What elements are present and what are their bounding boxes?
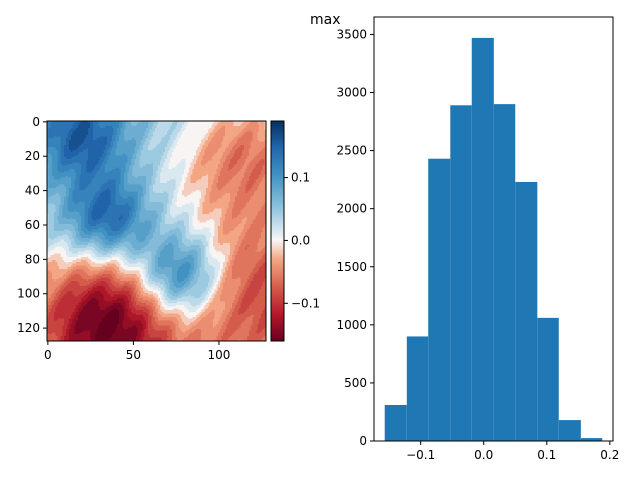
- histogram-y-tick-label: 500: [344, 376, 367, 390]
- histogram-bar: [515, 181, 538, 441]
- heatmap-x-tick-label: 50: [126, 348, 141, 362]
- histogram-frame: [373, 16, 614, 442]
- heatmap-x-tick-label: 100: [207, 348, 230, 362]
- heatmap-y-tick-label: 120: [17, 321, 40, 335]
- colorbar-tick-label: 0.1: [291, 171, 310, 185]
- heatmap-image: [47, 121, 266, 341]
- histogram-bars: [384, 37, 603, 442]
- heatmap-y-tick-label: 40: [25, 184, 40, 198]
- histogram-x-tick-label: −0.1: [406, 448, 435, 462]
- histogram-bar: [580, 438, 603, 441]
- histogram-y-tick-label: 2500: [336, 144, 367, 158]
- histogram-x-axis: −0.1 0.0 0.1 0.2: [406, 441, 619, 462]
- histogram-bar: [428, 158, 451, 441]
- heatmap-y-tick-label: 80: [25, 252, 40, 266]
- heatmap-image-holder: [47, 121, 266, 341]
- histogram-y-tick-label: 0: [359, 434, 367, 448]
- histogram-x-tick-label: 0.0: [474, 448, 493, 462]
- heatmap-x-axis: 0 50 100: [44, 341, 230, 362]
- histogram-bar: [493, 104, 516, 441]
- histogram-y-tick-label: 1000: [336, 318, 367, 332]
- histogram-y-tick-label: 3000: [336, 86, 367, 100]
- histogram-x-tick-label: 0.2: [600, 448, 619, 462]
- heatmap-panel: 0 50 100 0 20 40 60 80 100 120: [17, 115, 267, 362]
- histogram-bar: [450, 105, 472, 441]
- histogram-bar: [558, 420, 581, 441]
- heatmap-y-tick-label: 100: [17, 287, 40, 301]
- histogram-y-axis: 0 500 1000 1500 2000 2500 3000 3500: [336, 27, 374, 448]
- histogram-bar: [471, 37, 494, 442]
- colorbar-tick-label: −0.1: [291, 296, 320, 310]
- heatmap-y-tick-label: 20: [25, 149, 40, 163]
- heatmap-y-tick-label: 0: [32, 115, 40, 129]
- heatmap-y-tick-label: 60: [25, 218, 40, 232]
- histogram-y-tick-label: 1500: [336, 260, 367, 274]
- histogram-bar: [537, 317, 559, 441]
- histogram-bar: [384, 404, 407, 441]
- colorbar: 0.1 0.0 −0.1: [270, 120, 320, 342]
- heatmap-y-axis: 0 20 40 60 80 100 120: [17, 115, 47, 335]
- chart-title: max: [310, 12, 341, 28]
- histogram-y-tick-label: 2000: [336, 202, 367, 216]
- heatmap-x-tick-label: 0: [44, 348, 52, 362]
- colorbar-tick-label: 0.0: [291, 233, 310, 247]
- colorbar-scale: [270, 120, 285, 342]
- colorbar-axis: 0.1 0.0 −0.1: [284, 171, 320, 310]
- heatmap-frame: [46, 120, 267, 342]
- histogram-panel: max −0.1 0.0 0.1 0.2 0 500 1000 1500 2000 2500 30…: [310, 12, 619, 462]
- histogram-x-tick-label: 0.1: [537, 448, 556, 462]
- histogram-y-tick-label: 3500: [336, 27, 367, 41]
- histogram-bar: [406, 336, 429, 441]
